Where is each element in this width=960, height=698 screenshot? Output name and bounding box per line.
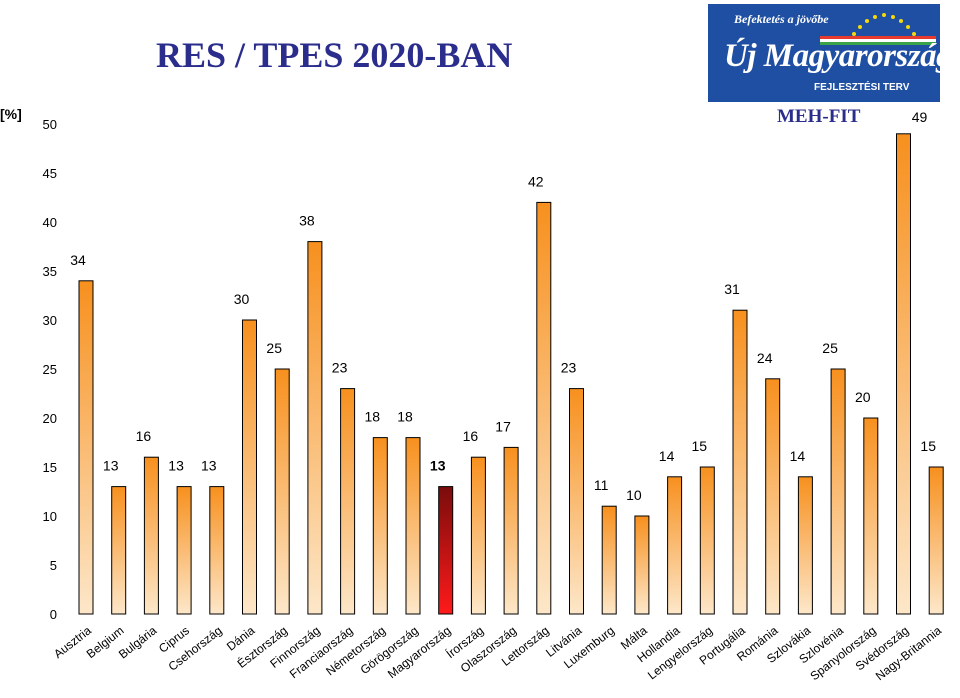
y-tick-50: 50 [43,117,57,132]
bar-csehorszag [209,486,225,615]
bar-svedorszag [896,133,911,615]
value-label-belgium: 13 [103,458,119,474]
value-label-irorszag: 16 [463,428,479,444]
bars-group [78,133,944,615]
value-label-portugalia: 31 [724,281,740,297]
bar-franciaorszag [340,388,356,615]
value-labels-group: 34 13 16 13 13 30 25 38 23 18 18 13 16 17 42 23 11 10 14 15… [70,109,936,503]
y-tick-35: 35 [43,264,57,279]
x-label-bulgaria: Bulgária [116,623,160,661]
value-label-nagy-britannia: 15 [920,438,936,454]
bar-magyarorszag [438,486,454,615]
value-label-litvania: 23 [561,360,577,376]
bar-hollandia [667,476,683,615]
y-tick-40: 40 [43,215,57,230]
y-tick-25: 25 [43,362,57,377]
value-label-ciprus: 13 [168,458,184,474]
y-axis-ticks: 0 5 10 15 20 25 30 35 40 45 50 [43,117,57,622]
y-axis-unit: [%] [0,106,22,122]
bar-ciprus [176,486,192,615]
value-label-gorogorszag: 18 [397,409,413,425]
logo-main-text: Új Magyarország [724,38,940,74]
value-label-csehorszag: 13 [201,458,217,474]
bar-nagy-britannia [928,466,944,615]
bar-irorszag [470,456,486,615]
bar-gorogorszag [405,437,421,615]
bar-romania [765,378,781,615]
chart-title: RES / TPES 2020-BAN [156,35,513,75]
bar-malta [634,515,650,615]
eu-stars-icon [852,13,916,36]
bar-luxemburg [601,505,617,615]
bar-dania [242,319,257,615]
y-tick-20: 20 [43,411,57,426]
value-label-franciaorszag: 23 [332,360,348,376]
value-label-bulgaria: 16 [136,428,152,444]
bar-bulgaria [143,456,159,615]
y-tick-30: 30 [43,313,57,328]
value-label-nemetorszag: 18 [365,409,381,425]
value-label-luxemburg: 11 [594,477,609,493]
y-tick-45: 45 [43,166,57,181]
logo-subtitle: FEJLESZTÉSI TERV [814,82,910,93]
bar-olaszorszag [503,446,519,615]
value-label-lengyelorszag: 15 [692,438,708,454]
value-label-malta: 10 [626,487,642,503]
bar-lengyelorszag [699,466,715,615]
value-label-magyarorszag: 13 [430,458,446,474]
value-label-hollandia: 14 [659,448,675,464]
value-label-romania: 24 [757,350,773,366]
value-label-dania: 30 [234,291,250,307]
bar-ausztria [78,280,94,615]
bar-finnorszag [307,241,323,615]
bar-szlovakia [797,476,813,615]
value-label-olaszorszag: 17 [495,418,511,434]
value-label-szlovenia: 25 [822,340,838,356]
bar-litvania [569,388,584,615]
bar-spanyolorszag [863,417,879,615]
value-label-lettorszag: 42 [528,173,544,189]
value-label-szlovakia: 14 [790,448,806,464]
value-label-spanyolorszag: 20 [855,389,871,405]
bar-lettorszag [536,201,552,615]
value-label-ausztria: 34 [70,252,86,268]
bar-portugalia [732,309,748,615]
bridge-icon [820,36,936,45]
y-tick-15: 15 [43,460,57,475]
value-label-svedorszag: 49 [912,109,928,125]
logo-tagline: Befektetés a jövőbe [734,12,829,26]
bar-esztorszag [274,368,290,615]
uj-magyarorszag-logo: Befektetés a jövőbe Új Magyarország FEJL… [708,4,940,102]
y-tick-5: 5 [50,558,57,573]
bar-belgium [111,486,127,615]
bar-nemetorszag [372,437,388,615]
y-tick-0: 0 [50,607,57,622]
value-label-esztorszag: 25 [266,340,282,356]
value-label-finnorszag: 38 [299,213,315,229]
y-tick-10: 10 [43,509,57,524]
organization-label: MEH-FIT [777,106,861,127]
bar-szlovenia [830,368,846,615]
